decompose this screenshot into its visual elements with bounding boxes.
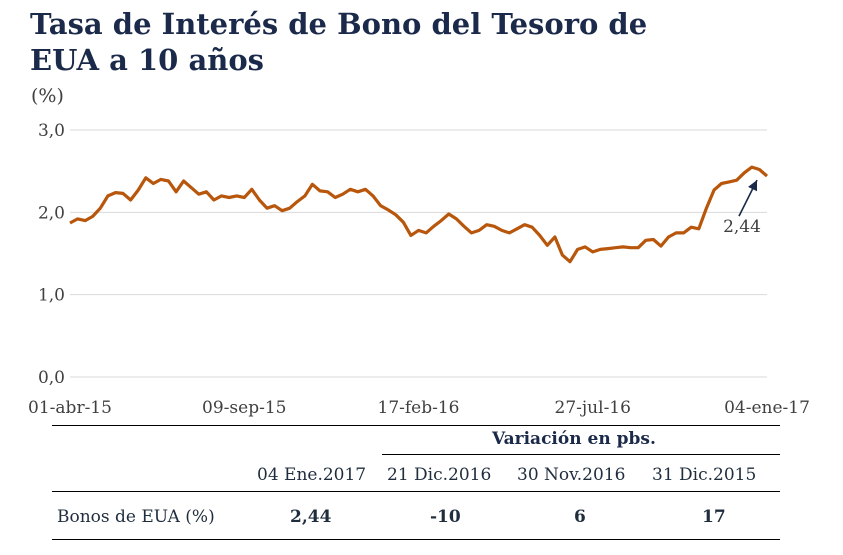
value-04-ene-2017: 2,44 bbox=[290, 507, 332, 527]
value-31-dic-2015: 17 bbox=[702, 507, 726, 527]
line-chart: 0,0 1,0 2,0 3,0 01-abr-15 09-sep-15 17-feb-16… bbox=[28, 121, 810, 418]
x-tick-label: 17-feb-16 bbox=[378, 398, 460, 418]
group-header-variation: Variación en pbs. bbox=[492, 429, 656, 449]
x-tick-label: 09-sep-15 bbox=[202, 398, 286, 418]
chart-title: Tasa de Interés de Bono del Tesoro de EU… bbox=[30, 7, 648, 77]
top-rule bbox=[52, 425, 780, 426]
y-tick-labels: 0,0 1,0 2,0 3,0 bbox=[38, 121, 65, 388]
value-30-nov-2016: 6 bbox=[574, 507, 586, 527]
series-line-bond-yield bbox=[69, 165, 769, 264]
col-header-31-dic-2015: 31 Dic.2015 bbox=[652, 465, 757, 485]
y-tick-label: 3,0 bbox=[38, 121, 65, 141]
bottom-rule bbox=[52, 539, 780, 540]
x-tick-label: 01-abr-15 bbox=[28, 398, 112, 418]
col-header-04-ene-2017: 04 Ene.2017 bbox=[257, 465, 367, 485]
value-21-dic-2016: -10 bbox=[430, 507, 461, 527]
y-tick-label: 0,0 bbox=[38, 368, 65, 388]
annotation-label: 2,44 bbox=[723, 217, 761, 237]
y-tick-label: 2,0 bbox=[38, 203, 65, 223]
x-tick-label: 04-ene-17 bbox=[724, 398, 810, 418]
col-header-30-nov-2016: 30 Nov.2016 bbox=[517, 465, 626, 485]
x-tick-labels: 01-abr-15 09-sep-15 17-feb-16 27-jul-16 04-e… bbox=[28, 398, 810, 418]
gridlines bbox=[70, 129, 767, 378]
x-tick-label: 27-jul-16 bbox=[555, 398, 631, 418]
y-tick-label: 1,0 bbox=[38, 286, 65, 306]
annotation-arrow-head bbox=[748, 180, 757, 192]
header-rule bbox=[52, 491, 780, 492]
y-axis-unit: (%) bbox=[31, 85, 64, 107]
row-label-bonos: Bonos de EUA (%) bbox=[57, 507, 215, 527]
group-header-rule bbox=[382, 454, 780, 455]
summary-table: Variación en pbs. 04 Ene.2017 21 Dic.201… bbox=[52, 425, 780, 543]
col-header-21-dic-2016: 21 Dic.2016 bbox=[387, 465, 492, 485]
